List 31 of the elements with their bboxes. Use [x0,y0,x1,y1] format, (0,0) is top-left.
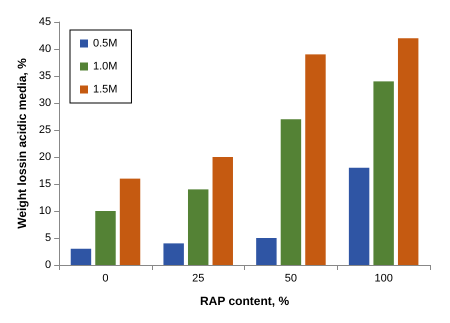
x-tick-label: 50 [284,272,298,284]
y-tick-label: 10 [38,205,52,217]
bar [120,178,140,265]
y-tick-label: 5 [45,232,52,244]
bar [212,157,233,265]
bar [348,168,370,265]
y-tick-label: 30 [38,97,52,109]
x-tick-label: 0 [102,272,109,284]
y-tick-label: 25 [38,124,52,136]
bar [95,211,116,265]
x-tick-label: 25 [192,272,204,284]
legend-label: 1.0M [93,60,118,72]
y-axis-title: Weight lossin acidic media, % [15,58,29,229]
legend-label: 1.5M [93,84,118,96]
legend-label: 0.5M [93,38,118,50]
y-tick-label: 20 [38,151,52,163]
y-tick-label: 40 [38,43,52,55]
bar [373,81,394,265]
x-tick-label: 100 [374,272,393,284]
y-tick-label: 35 [38,70,52,82]
bar [398,38,418,265]
bar [70,248,92,265]
x-axis-title: RAP content, % [200,294,290,308]
y-tick-label: 0 [45,259,52,271]
bar [280,119,302,265]
bar [256,238,277,265]
bar [188,189,208,265]
bar [305,54,326,265]
y-tick-label: 45 [38,16,52,28]
bar [163,243,184,265]
y-tick-label: 15 [38,178,52,190]
